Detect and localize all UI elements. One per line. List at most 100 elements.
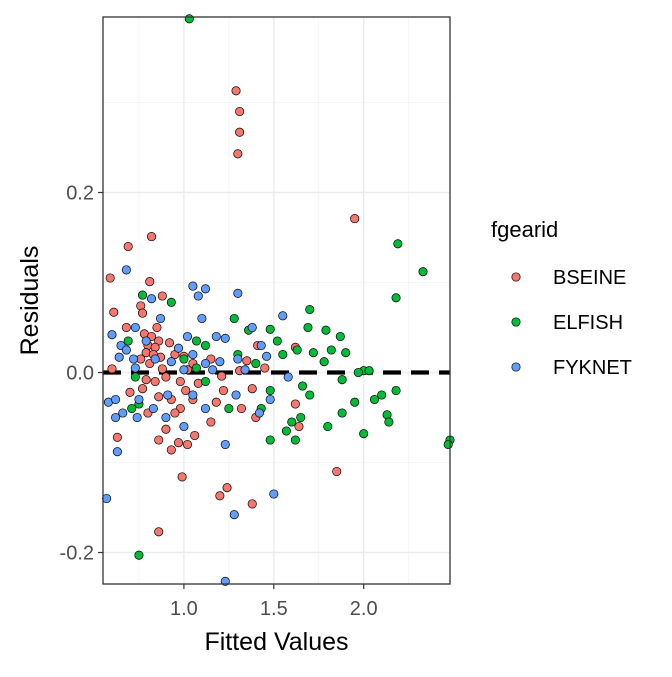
point-bseine — [233, 149, 243, 159]
point-bseine — [121, 322, 131, 333]
point-bseine — [150, 376, 160, 387]
point-elfish — [278, 349, 288, 360]
plot-panel — [103, 17, 450, 584]
point-elfish — [364, 366, 374, 376]
point-fyknet — [233, 354, 243, 364]
point-elfish — [200, 376, 211, 387]
point-fyknet — [278, 311, 288, 321]
point-elfish — [305, 390, 315, 400]
point-fyknet — [134, 394, 144, 405]
point-fyknet — [118, 408, 128, 418]
point-elfish — [391, 385, 401, 396]
point-elfish — [287, 417, 297, 427]
point-bseine — [138, 308, 148, 318]
point-bseine — [231, 86, 241, 96]
point-elfish — [292, 345, 302, 355]
point-elfish — [319, 357, 329, 367]
point-elfish — [377, 390, 387, 400]
legend-title: fgearid — [491, 217, 558, 242]
point-elfish — [335, 331, 345, 342]
point-bseine — [166, 445, 176, 455]
point-elfish — [305, 304, 315, 315]
point-bseine — [109, 307, 119, 317]
legend-key-bseine — [511, 272, 521, 282]
point-bseine — [161, 424, 171, 434]
point-elfish — [321, 325, 331, 335]
grid-lines — [103, 17, 450, 584]
point-fyknet — [166, 357, 176, 367]
point-bseine — [146, 232, 157, 242]
point-fyknet — [163, 390, 173, 400]
point-fyknet — [130, 363, 140, 373]
point-fyknet — [112, 447, 122, 457]
point-bseine — [157, 291, 167, 301]
point-fyknet — [141, 336, 151, 346]
point-fyknet — [215, 357, 225, 367]
point-elfish — [166, 297, 176, 307]
x-tick-label: 2.0 — [350, 598, 378, 620]
point-elfish — [359, 429, 369, 439]
plot-border — [102, 16, 451, 585]
point-elfish — [265, 385, 275, 396]
point-bseine — [141, 375, 151, 385]
y-tick-label: 0.2 — [66, 183, 94, 205]
point-fyknet — [148, 403, 158, 414]
point-fyknet — [188, 281, 198, 291]
y-axis-title: Residuals — [16, 246, 44, 356]
point-fyknet — [130, 322, 140, 333]
point-bseine — [206, 417, 216, 427]
point-fyknet — [247, 322, 257, 333]
point-bseine — [123, 241, 133, 252]
point-fyknet — [229, 510, 239, 520]
point-elfish — [184, 14, 194, 24]
point-fyknet — [256, 340, 266, 351]
point-elfish — [127, 403, 137, 414]
point-elfish — [229, 313, 239, 324]
point-bseine — [260, 363, 270, 373]
point-elfish — [384, 417, 394, 427]
legend-label-bseine: BSEINE — [553, 267, 626, 289]
point-bseine — [152, 322, 162, 333]
point-elfish — [323, 421, 333, 432]
y-tick-label: -0.2 — [60, 543, 94, 565]
point-bseine — [112, 432, 122, 442]
y-tick-label: 0.0 — [66, 363, 94, 385]
point-elfish — [290, 435, 300, 445]
point-fyknet — [200, 403, 211, 414]
legend-key-fyknet — [511, 362, 521, 372]
point-bseine — [247, 499, 257, 509]
point-fyknet — [269, 489, 279, 499]
point-fyknet — [132, 412, 142, 423]
point-fyknet — [102, 493, 112, 504]
point-bseine — [247, 384, 257, 394]
point-bseine — [157, 364, 167, 374]
point-elfish — [224, 403, 234, 414]
point-bseine — [290, 399, 300, 409]
legend-key-elfish — [511, 317, 521, 327]
point-bseine — [181, 385, 191, 396]
point-elfish — [341, 348, 351, 358]
point-bseine — [242, 356, 252, 366]
point-elfish — [134, 550, 144, 560]
point-elfish — [138, 290, 148, 300]
point-elfish — [393, 239, 403, 249]
point-bseine — [107, 364, 117, 374]
point-elfish — [337, 408, 347, 418]
point-elfish — [298, 381, 308, 391]
point-fyknet — [262, 351, 272, 361]
point-bseine — [177, 472, 187, 482]
point-fyknet — [121, 265, 131, 275]
point-fyknet — [231, 390, 241, 400]
point-fyknet — [254, 408, 264, 418]
point-fyknet — [179, 421, 189, 432]
point-bseine — [218, 385, 229, 396]
x-tick-label: 1.0 — [170, 598, 198, 620]
point-fyknet — [233, 288, 243, 298]
point-elfish — [179, 354, 189, 364]
point-fyknet — [121, 345, 131, 355]
point-elfish — [200, 340, 211, 351]
legend-label-elfish: ELFISH — [553, 312, 623, 334]
point-elfish — [296, 412, 306, 423]
point-fyknet — [188, 390, 198, 400]
point-fyknet — [107, 330, 117, 340]
